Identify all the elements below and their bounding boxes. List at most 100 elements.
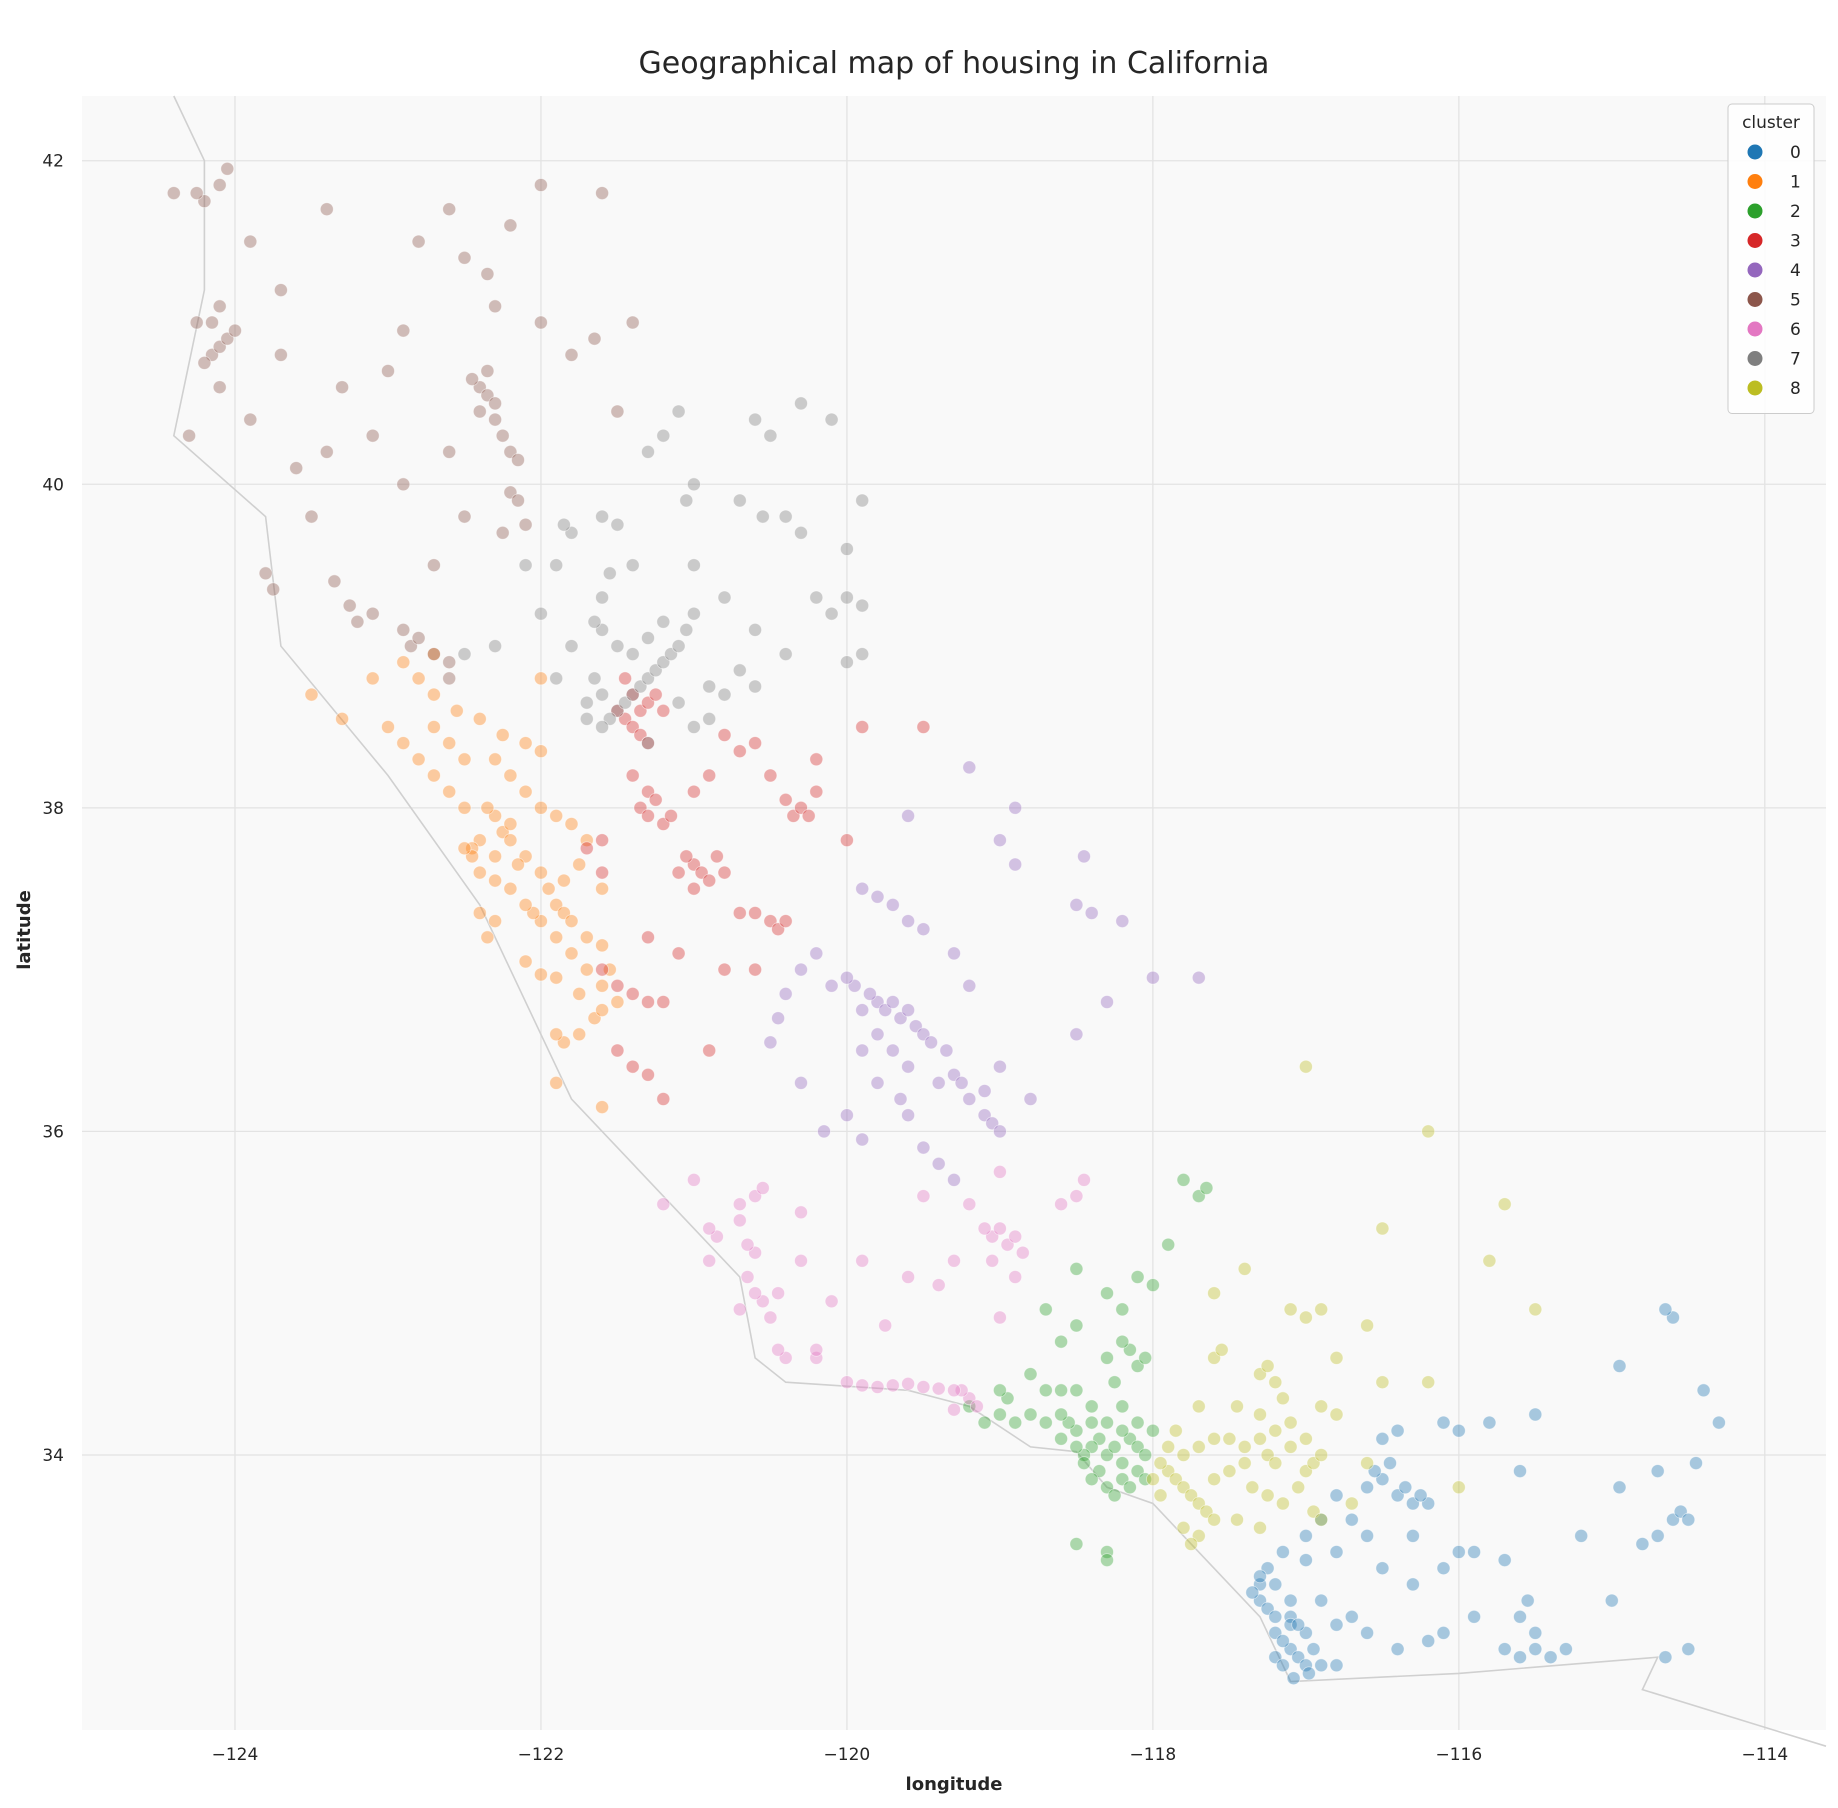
data-point — [518, 784, 533, 799]
data-point — [954, 1383, 969, 1398]
data-point — [625, 558, 640, 573]
data-point — [962, 978, 977, 993]
data-point — [1069, 898, 1084, 912]
data-point — [495, 428, 510, 443]
legend-title: cluster — [1742, 113, 1800, 133]
x-tick-label: −116 — [1435, 1745, 1482, 1765]
data-point — [1260, 1359, 1275, 1373]
data-point — [641, 631, 655, 645]
data-point — [396, 736, 411, 750]
data-point — [1314, 1593, 1329, 1608]
data-point — [993, 1310, 1007, 1325]
x-axis-ticks: −124 −122 −120 −118 −116 −114 — [212, 1745, 1789, 1765]
data-point — [480, 930, 495, 945]
data-point — [916, 1380, 931, 1394]
data-point — [710, 849, 724, 864]
data-point — [610, 404, 625, 419]
data-point — [702, 768, 717, 783]
data-point — [1375, 1221, 1390, 1236]
data-point — [1497, 1642, 1512, 1656]
data-point — [901, 1270, 915, 1284]
series-cluster-8 — [1146, 1059, 1543, 1551]
data-point — [771, 1011, 785, 1026]
data-point — [648, 687, 663, 702]
data-point — [266, 582, 281, 597]
data-point — [970, 1399, 984, 1414]
data-point — [212, 380, 227, 395]
data-point — [1436, 1415, 1451, 1430]
data-point — [1276, 1545, 1290, 1559]
data-point — [1268, 1456, 1283, 1470]
data-point — [1138, 1448, 1153, 1462]
data-point — [1077, 849, 1091, 864]
data-point — [679, 623, 694, 637]
series-cluster-6 — [656, 1165, 1091, 1417]
data-point — [947, 1383, 961, 1398]
data-point — [365, 606, 380, 621]
data-point — [1528, 1302, 1543, 1317]
data-point — [1138, 1472, 1153, 1487]
data-point — [1276, 1391, 1290, 1406]
data-point — [465, 841, 480, 856]
legend-marker-6 — [1747, 321, 1763, 337]
data-point — [602, 566, 617, 581]
x-tick-label: −124 — [212, 1745, 259, 1765]
data-point — [794, 1253, 808, 1268]
data-point — [771, 1286, 785, 1301]
x-tick-label: −120 — [824, 1745, 871, 1765]
data-point — [1054, 1197, 1068, 1212]
data-point — [1681, 1512, 1696, 1527]
data-point — [381, 720, 395, 734]
data-point — [1314, 1399, 1329, 1414]
data-point — [1069, 1537, 1084, 1551]
data-point — [809, 946, 824, 961]
data-point — [1696, 1383, 1711, 1398]
data-point — [1115, 1334, 1130, 1349]
data-point — [748, 623, 762, 637]
data-point — [916, 720, 931, 734]
data-point — [1176, 1173, 1191, 1187]
data-point — [870, 1027, 885, 1042]
data-point — [1100, 1351, 1114, 1365]
data-point — [687, 477, 701, 492]
data-point — [1253, 1569, 1267, 1584]
data-point — [534, 967, 548, 982]
data-point — [243, 412, 258, 427]
data-point — [1681, 1642, 1696, 1656]
data-point — [1689, 1456, 1703, 1470]
data-point — [855, 647, 870, 661]
data-point — [1497, 1197, 1512, 1212]
data-point — [610, 639, 625, 653]
data-point — [1207, 1286, 1221, 1301]
data-point — [1077, 1456, 1091, 1470]
data-point — [641, 1067, 655, 1082]
data-point — [1077, 1173, 1091, 1187]
data-point — [1329, 1351, 1344, 1365]
data-point — [1360, 1529, 1374, 1543]
data-point — [1237, 1456, 1252, 1470]
data-point — [794, 962, 808, 977]
data-point — [564, 817, 579, 831]
data-point — [587, 614, 602, 629]
data-point — [1528, 1642, 1543, 1656]
data-point — [442, 736, 457, 750]
data-point — [985, 1253, 1000, 1268]
legend-marker-4 — [1747, 262, 1763, 278]
data-point — [1268, 1423, 1283, 1438]
data-point — [687, 881, 701, 896]
data-point — [1153, 1456, 1168, 1470]
data-point — [702, 1043, 717, 1058]
data-point — [1421, 1124, 1436, 1139]
data-point — [1520, 1593, 1535, 1608]
data-point — [656, 703, 671, 718]
data-point — [1069, 1189, 1084, 1203]
data-point — [778, 509, 793, 524]
data-point — [488, 639, 503, 653]
data-point — [656, 1197, 671, 1212]
data-point — [1528, 1407, 1543, 1422]
data-point — [511, 453, 525, 467]
data-point — [1038, 1302, 1053, 1317]
data-point — [534, 744, 548, 759]
data-point — [1237, 1262, 1252, 1276]
data-point — [595, 186, 609, 201]
